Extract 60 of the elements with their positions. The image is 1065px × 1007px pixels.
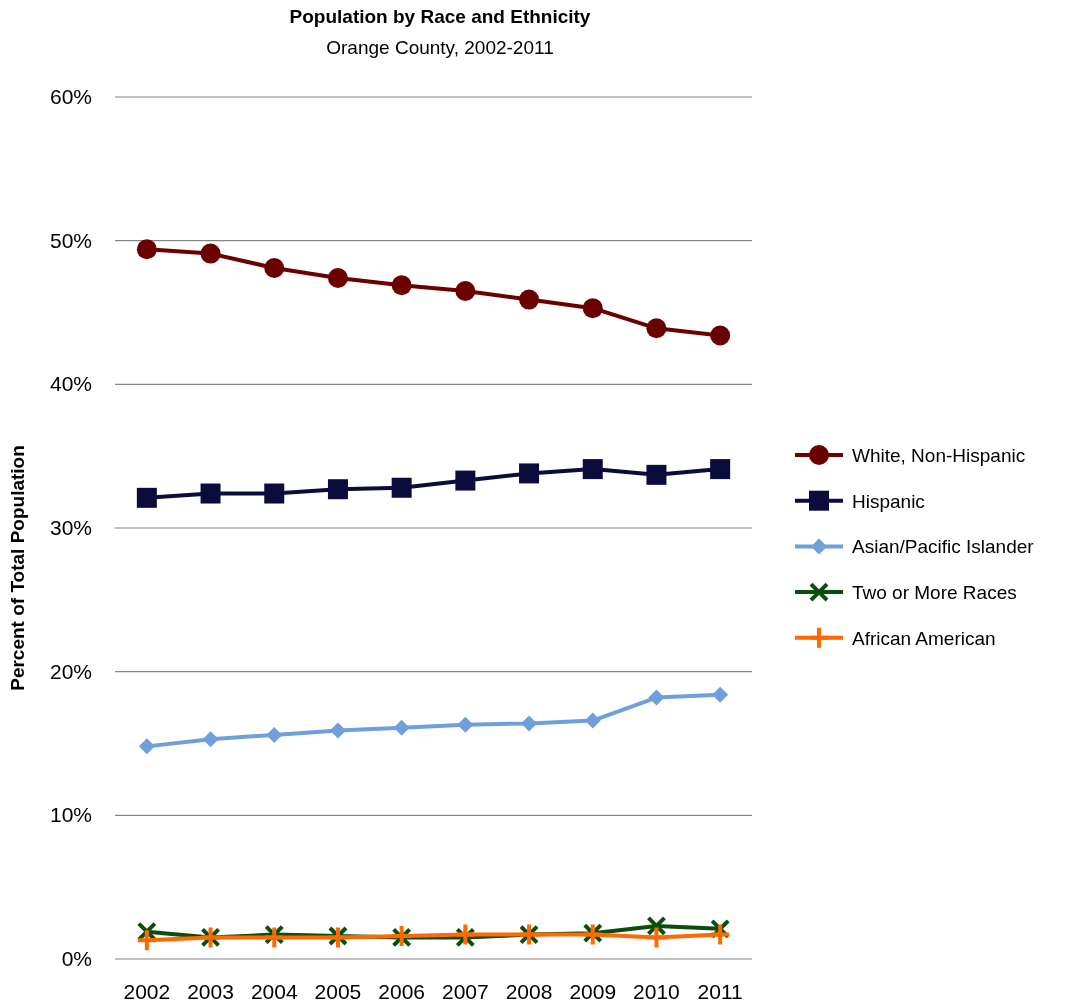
point — [646, 318, 667, 339]
point — [521, 715, 538, 732]
point — [135, 928, 158, 953]
point — [709, 922, 732, 947]
chart-title: Population by Race and Ethnicity — [289, 6, 591, 27]
point — [455, 470, 476, 491]
point — [582, 298, 603, 319]
point — [200, 483, 221, 504]
point — [645, 925, 668, 950]
legend-label: White, Non-Hispanic — [852, 445, 1026, 466]
y-axis-title: Percent of Total Population — [7, 445, 28, 691]
legend-label: Asian/Pacific Islander — [852, 536, 1035, 558]
point — [264, 483, 285, 504]
y-tick-label: 50% — [49, 228, 92, 252]
point — [327, 479, 348, 500]
point — [455, 280, 476, 301]
point — [391, 477, 412, 498]
x-tick-label: 2007 — [441, 980, 489, 1003]
point — [710, 459, 731, 480]
legend-label: African American — [852, 627, 996, 649]
point — [327, 268, 348, 289]
x-tick-label: 2005 — [314, 980, 362, 1003]
point — [202, 731, 219, 748]
point — [519, 463, 540, 484]
point — [710, 325, 731, 346]
y-tick-label: 10% — [49, 803, 92, 827]
point — [329, 722, 346, 739]
x-tick-label: 2011 — [697, 980, 743, 1003]
point — [648, 689, 665, 706]
point — [457, 716, 474, 733]
y-tick-label: 20% — [49, 659, 92, 683]
point — [391, 275, 412, 296]
x-tick-label: 2003 — [187, 980, 234, 1003]
point — [263, 925, 286, 950]
point — [584, 712, 601, 729]
x-tick-label: 2009 — [569, 980, 617, 1003]
point — [138, 738, 155, 755]
point — [266, 726, 283, 743]
x-tick-label: 2004 — [250, 980, 298, 1003]
y-tick-label: 40% — [49, 372, 92, 396]
point — [264, 257, 285, 278]
x-tick-label: 2008 — [505, 980, 553, 1003]
point — [393, 719, 410, 736]
point — [136, 239, 157, 260]
y-tick-label: 60% — [49, 85, 92, 108]
point — [582, 459, 603, 480]
x-tick-label: 2010 — [633, 980, 680, 1003]
point — [454, 922, 477, 947]
legend-label: Hispanic — [852, 490, 925, 512]
point — [712, 686, 729, 703]
x-tick-label: 2002 — [123, 980, 171, 1003]
point — [646, 464, 667, 485]
x-tick-label: 2006 — [378, 980, 426, 1003]
chart-subtitle: Orange County, 2002-2011 — [326, 37, 554, 58]
point — [519, 289, 540, 310]
y-tick-label: 0% — [61, 947, 92, 970]
legend-label: Two or More Races — [852, 582, 1017, 604]
point — [200, 243, 221, 264]
y-tick-label: 30% — [49, 516, 92, 539]
point — [136, 487, 157, 508]
